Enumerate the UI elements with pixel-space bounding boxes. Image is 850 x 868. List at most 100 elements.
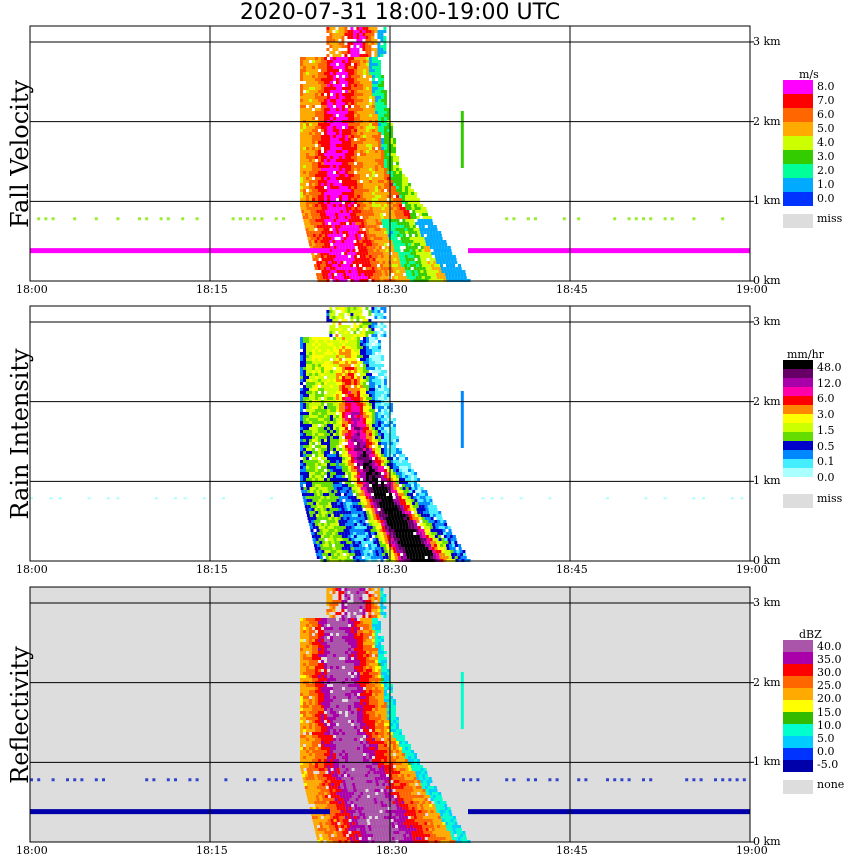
legend-missing-label: miss: [817, 212, 843, 225]
legend-swatch: [783, 468, 813, 477]
legend-level-label: 3.0: [817, 150, 835, 163]
y-tick-label: 1 km: [753, 194, 781, 208]
legend-swatch: [783, 450, 813, 459]
legend-swatch: [783, 136, 813, 150]
legend-missing-swatch: [783, 214, 813, 228]
y-tick-label: 3 km: [753, 34, 781, 48]
legend-swatch: [783, 432, 813, 441]
y-tick-label: 0 km: [753, 274, 781, 287]
legend-level-label: 0.0: [817, 745, 835, 759]
legend-swatch: [783, 150, 813, 164]
grid-lines: [30, 306, 750, 561]
legend-level-label: 1.0: [817, 178, 835, 191]
legend-swatch: [783, 94, 813, 108]
echo-cells: [30, 307, 744, 562]
legend-level-label: 5.0: [817, 732, 835, 745]
x-tick-label: 18:00: [16, 563, 48, 576]
legend-level-label: 30.0: [817, 666, 842, 679]
legend-swatch: [783, 736, 813, 748]
legend-swatch: [783, 423, 813, 432]
legend-swatch: [783, 700, 813, 712]
panel-label: Rain Intensity: [6, 347, 34, 520]
legend-swatch: [783, 748, 813, 760]
x-tick-label: 18:15: [196, 283, 228, 296]
y-tick-label: 0 km: [753, 835, 781, 848]
legend-level-label: -5.0: [817, 758, 839, 772]
legend-level-label: 10.0: [817, 718, 842, 732]
echo-cells: [30, 588, 750, 843]
panel-label: Reflectivity: [6, 645, 34, 784]
legend-level-label: 7.0: [817, 94, 835, 107]
legend-swatch: [783, 664, 813, 676]
panel-label: Fall Velocity: [6, 79, 34, 228]
x-tick-label: 18:15: [196, 844, 228, 857]
legend-swatch: [783, 80, 813, 94]
legend-level-label: 2.0: [817, 164, 835, 177]
legend-swatch: [783, 387, 813, 396]
legend-swatch: [783, 164, 813, 178]
legend-level-label: 8.0: [817, 80, 835, 93]
legend-unit: m/s: [799, 68, 819, 81]
legend-missing-label: none: [817, 778, 845, 791]
y-tick-label: 1 km: [753, 755, 781, 769]
legend-swatch: [783, 724, 813, 736]
y-tick-label: 3 km: [753, 314, 781, 328]
legend-level-label: 35.0: [817, 652, 842, 666]
legend-level-label: 40.0: [817, 639, 842, 653]
grid-lines: [30, 587, 750, 842]
y-tick-label: 2 km: [753, 114, 781, 128]
y-tick-label: 2 km: [753, 394, 781, 408]
legend-swatch: [783, 652, 813, 664]
legend-level-label: 0.0: [817, 471, 835, 485]
legend-level-label: 1.5: [817, 423, 835, 437]
legend-swatch: [783, 676, 813, 688]
plot-frame: [29, 305, 751, 562]
legend-swatch: [783, 192, 813, 206]
x-tick-label: 18:45: [556, 563, 588, 576]
legend-swatch: [783, 477, 813, 486]
legend-missing-swatch: [783, 780, 813, 794]
legend-swatch: [783, 108, 813, 122]
x-tick-label: 19:00: [736, 563, 768, 576]
legend-level-label: 3.0: [817, 408, 835, 422]
legend-swatch: [783, 441, 813, 450]
legend-swatch: [783, 369, 813, 378]
legend-level-label: 6.0: [817, 108, 835, 121]
legend-swatch: [783, 414, 813, 423]
legend-swatch: [783, 378, 813, 387]
legend-swatch: [783, 122, 813, 136]
x-tick-label: 18:45: [556, 283, 588, 296]
plot-frame: [29, 586, 751, 843]
x-tick-label: 19:00: [736, 844, 768, 857]
legend-swatch: [783, 688, 813, 700]
legend-swatch: [783, 640, 813, 652]
legend-unit: dBZ: [799, 628, 822, 641]
x-tick-label: 18:30: [376, 283, 408, 296]
x-tick-label: 18:15: [196, 563, 228, 576]
legend-swatch: [783, 760, 813, 772]
x-tick-label: 18:30: [376, 563, 408, 576]
x-tick-label: 18:45: [556, 844, 588, 857]
legend-unit: mm/hr: [787, 348, 824, 361]
x-tick-label: 18:00: [16, 844, 48, 857]
legend-level-label: 20.0: [817, 692, 842, 706]
x-tick-label: 18:00: [16, 283, 48, 296]
chart-title: 2020-07-31 18:00-19:00 UTC: [239, 0, 561, 25]
legend-level-label: 0.0: [817, 192, 835, 205]
legend-level-label: 25.0: [817, 679, 842, 693]
legend-swatch: [783, 178, 813, 192]
legend-level-label: 48.0: [817, 360, 842, 374]
legend-level-label: 6.0: [817, 392, 835, 406]
x-tick-label: 19:00: [736, 283, 768, 296]
y-tick-label: 3 km: [753, 595, 781, 609]
y-tick-label: 1 km: [753, 474, 781, 488]
grid-lines: [30, 26, 750, 281]
y-tick-label: 2 km: [753, 675, 781, 689]
legend-level-label: 0.5: [817, 439, 835, 453]
legend-missing-swatch: [783, 494, 813, 508]
legend-swatch: [783, 360, 813, 369]
legend-missing-label: miss: [817, 492, 843, 505]
